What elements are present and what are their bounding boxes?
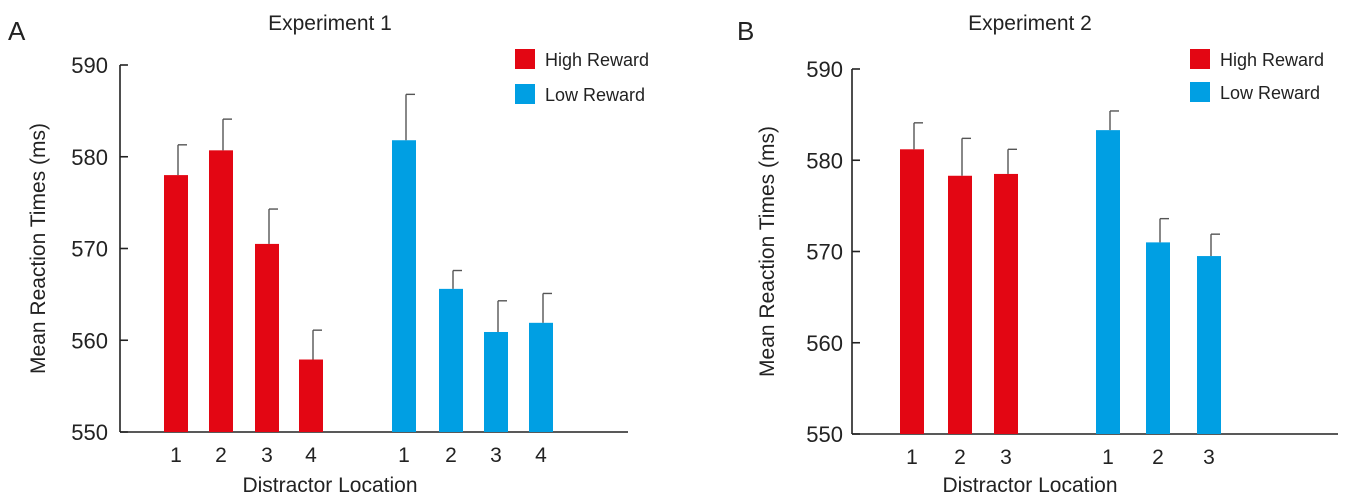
chart-title: Experiment 1 [268, 12, 392, 35]
y-tick-label: 550 [71, 420, 108, 445]
bar [255, 243, 279, 432]
bar [994, 173, 1018, 434]
x-tick-label: 1 [398, 444, 410, 467]
bar [164, 175, 188, 432]
chart-panel-a: A Experiment 1 Mean Reaction Times (ms) Dis… [8, 12, 649, 497]
bar [209, 150, 233, 432]
y-tick-label: 580 [806, 148, 843, 173]
x-tick-label: 2 [445, 444, 457, 467]
legend-swatch [515, 84, 535, 104]
chart-panel-b: B Experiment 2 Mean Reaction Times (ms) Dis… [737, 12, 1338, 497]
bar [529, 322, 553, 432]
x-tick-label: 3 [261, 444, 273, 467]
x-tick-label: 3 [490, 444, 502, 467]
legend-swatch [1190, 49, 1210, 69]
x-tick-label: 2 [215, 444, 227, 467]
y-tick-label: 570 [71, 237, 108, 262]
y-tick-label: 580 [71, 145, 108, 170]
y-tick-label: 560 [806, 331, 843, 356]
legend-label: Low Reward [545, 85, 645, 105]
bar [1146, 242, 1170, 434]
x-tick-label: 1 [170, 444, 182, 467]
x-tick-label: 2 [954, 446, 966, 469]
y-tick-label: 560 [71, 328, 108, 353]
bar [948, 175, 972, 434]
x-axis-label: Distractor Location [942, 474, 1117, 497]
legend-swatch [1190, 82, 1210, 102]
x-axis-label: Distractor Location [242, 474, 417, 497]
bar [900, 149, 924, 435]
x-tick-label: 4 [305, 444, 317, 467]
bar [484, 331, 508, 432]
y-tick-label: 550 [806, 422, 843, 447]
y-axis-label: Mean Reaction Times (ms) [756, 126, 779, 377]
legend-swatch [515, 49, 535, 69]
legend-label: High Reward [545, 50, 649, 70]
y-tick-label: 590 [806, 57, 843, 82]
legend-label: High Reward [1220, 50, 1324, 70]
x-tick-label: 4 [535, 444, 547, 467]
panel-letter: A [8, 16, 26, 46]
x-tick-label: 1 [906, 446, 918, 469]
y-axis-label: Mean Reaction Times (ms) [27, 123, 50, 374]
y-tick-label: 590 [71, 53, 108, 78]
bar [1096, 130, 1120, 434]
panel-letter: B [737, 16, 754, 46]
bar [1197, 256, 1221, 434]
bar [439, 288, 463, 432]
bar [392, 140, 416, 433]
x-tick-label: 3 [1000, 446, 1012, 469]
chart-title: Experiment 2 [968, 12, 1092, 35]
legend-label: Low Reward [1220, 83, 1320, 103]
y-tick-label: 570 [806, 240, 843, 265]
x-tick-label: 1 [1102, 446, 1114, 469]
x-tick-label: 3 [1203, 446, 1215, 469]
bar [299, 359, 323, 432]
x-tick-label: 2 [1152, 446, 1164, 469]
